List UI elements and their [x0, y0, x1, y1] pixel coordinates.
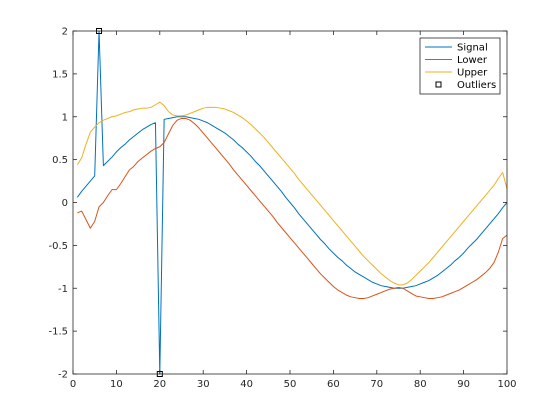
series-line-upper [76, 101, 508, 286]
x-tick-label: 20 [153, 379, 166, 390]
x-tick-label: 40 [240, 379, 253, 390]
y-tick-label: -2 [58, 370, 68, 381]
legend-label-outliers: Outliers [457, 80, 496, 91]
legend-label-signal: Signal [457, 43, 488, 54]
y-tick-label: -0.5 [48, 241, 68, 252]
x-tick-label: 30 [197, 379, 210, 390]
legend-label-lower: Lower [457, 55, 488, 66]
x-tick-label: 100 [497, 379, 516, 390]
y-tick-label: 0.5 [52, 155, 68, 166]
axes-layer: 0 10 20 30 40 50 60 70 80 90 100 -2 -1.5 -1 -0.5 0 0.5 1 1… [48, 27, 516, 391]
x-tick-label: 50 [284, 379, 297, 390]
y-tick-label: -1 [58, 284, 68, 295]
x-tick-label: 60 [327, 379, 340, 390]
x-tick-label: 80 [414, 379, 427, 390]
series-line-lower [77, 117, 508, 300]
x-tick-label: 70 [370, 379, 383, 390]
y-tick-label: 1 [62, 112, 68, 123]
legend-label-upper: Upper [457, 68, 488, 79]
x-tick-label: 0 [70, 379, 76, 390]
y-tick-label: 0 [62, 198, 68, 209]
series-line-signal [76, 30, 508, 375]
y-tick-label: -1.5 [48, 327, 68, 338]
x-tick-label: 10 [110, 379, 123, 390]
legend-swatch-outliers [435, 81, 442, 88]
x-tick-label: 90 [457, 379, 470, 390]
y-tick-label: 1.5 [52, 69, 68, 80]
y-tick-label: 2 [62, 27, 68, 38]
